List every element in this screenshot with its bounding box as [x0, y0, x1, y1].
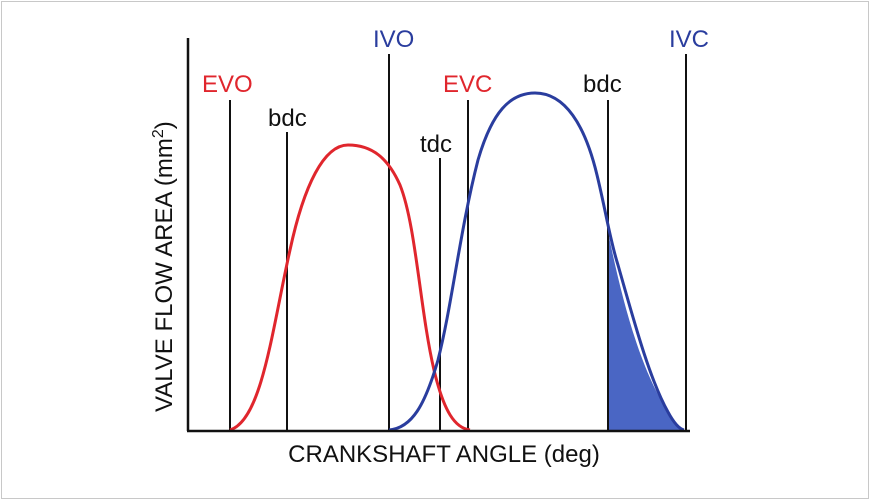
y-axis-title-main: VALVE FLOW AREA (mm — [151, 138, 178, 412]
exhaust-valve-curve — [229, 143, 471, 432]
x-axis-title: CRANKSHAFT ANGLE (deg) — [288, 441, 600, 468]
tdc-label: tdc — [420, 131, 452, 158]
y-axis-title-close: ) — [151, 121, 178, 129]
y-axis-title: VALVE FLOW AREA (mm2) — [150, 121, 178, 412]
ivo-label: IVO — [373, 26, 414, 53]
ivc-label: IVC — [669, 26, 709, 53]
bdc-label-2: bdc — [583, 71, 622, 98]
intake-valve-curve — [388, 91, 685, 432]
intake-shaded-area — [608, 232, 682, 430]
evo-label: EVO — [202, 71, 253, 98]
bdc-label-1: bdc — [268, 105, 307, 132]
evc-label: EVC — [443, 71, 492, 98]
y-axis-title-superscript: 2 — [150, 129, 167, 138]
